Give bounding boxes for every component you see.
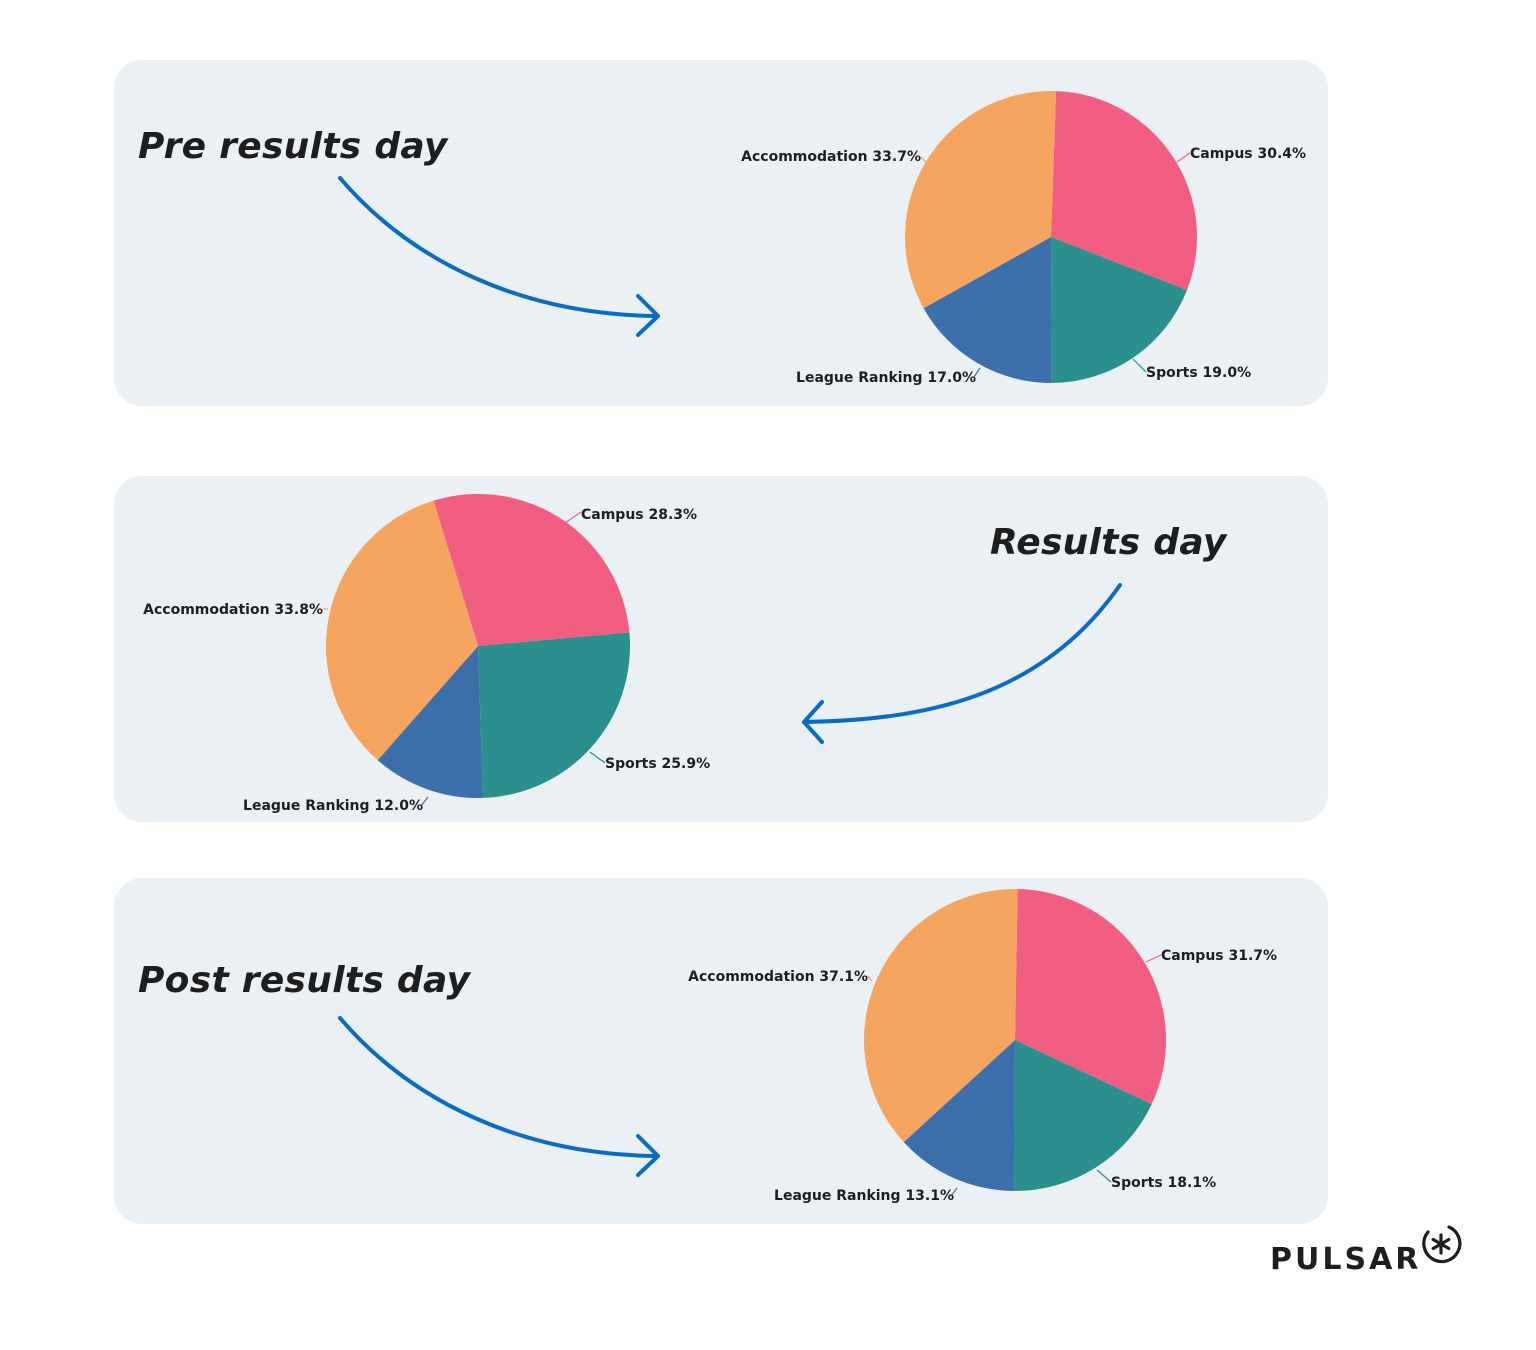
pie-label-league-ranking: League Ranking 17.0% — [796, 370, 976, 386]
pie-chart-1: Campus 30.4% Sports 19.0% League Ranking 1… — [741, 91, 1306, 386]
pie-slice-accommodation — [905, 91, 1057, 309]
label-connector — [1145, 954, 1162, 963]
pie-slice-campus — [1015, 889, 1167, 1105]
curved-arrow-icon — [338, 1016, 660, 1158]
pie-slice-sports — [478, 632, 630, 798]
pie-label-sports: Sports 25.9% — [605, 756, 710, 772]
curved-arrow-icon — [802, 583, 1122, 724]
pie-slice-league-ranking — [923, 237, 1052, 384]
label-connector — [950, 1187, 958, 1197]
label-connector — [920, 156, 927, 163]
post-results-heading: Post results day — [138, 960, 471, 1001]
label-connector — [973, 367, 981, 378]
asterisk-circle-icon — [1422, 1225, 1462, 1264]
pie-chart-3: Campus 31.7% Sports 18.1% League Ranking 1… — [688, 888, 1277, 1204]
pie-slice-accommodation — [863, 888, 1018, 1143]
results-day-heading: Results day — [990, 522, 1227, 563]
pie-label-league-ranking: League Ranking 13.1% — [774, 1188, 954, 1204]
label-connector — [1096, 1169, 1112, 1183]
pie-label-campus: Campus 31.7% — [1161, 948, 1277, 964]
pie-label-accommodation: Accommodation 33.7% — [741, 149, 921, 165]
pie-slice-league-ranking — [377, 646, 483, 799]
pie-slice-sports — [1014, 1040, 1152, 1192]
pie-label-league-ranking: League Ranking 12.0% — [243, 798, 423, 814]
pie-slice-sports — [1051, 237, 1187, 383]
arrow-head-icon — [802, 700, 824, 744]
pie-label-accommodation: Accommodation 37.1% — [688, 969, 868, 985]
pre-results-heading: Pre results day — [138, 126, 448, 167]
pie-slice-campus — [433, 493, 630, 646]
label-connector — [1176, 152, 1191, 163]
pie-slice-league-ranking — [903, 1040, 1015, 1191]
pie-label-campus: Campus 28.3% — [581, 507, 697, 523]
pie-chart-2: Campus 28.3% Sports 25.9% League Ranking 1… — [143, 493, 710, 814]
pie-slice-accommodation — [325, 500, 478, 761]
label-connector — [564, 511, 582, 524]
pie-label-sports: Sports 19.0% — [1146, 365, 1251, 381]
pie-label-campus: Campus 30.4% — [1190, 146, 1306, 162]
label-connector — [1132, 358, 1147, 373]
label-connector — [589, 751, 606, 764]
curved-arrow-icon — [338, 176, 660, 318]
label-connector — [867, 975, 873, 982]
pie-label-sports: Sports 18.1% — [1111, 1175, 1216, 1191]
label-connector — [420, 796, 429, 807]
logo-text: PULSAR — [1270, 1242, 1422, 1277]
pie-label-accommodation: Accommodation 33.8% — [143, 602, 323, 618]
pie-slice-campus — [1051, 91, 1198, 291]
pulsar-logo: PULSAR — [1270, 1222, 1463, 1277]
arrow-head-icon — [636, 1134, 660, 1177]
arrow-head-icon — [636, 294, 660, 337]
results-day-panel — [114, 476, 1328, 822]
